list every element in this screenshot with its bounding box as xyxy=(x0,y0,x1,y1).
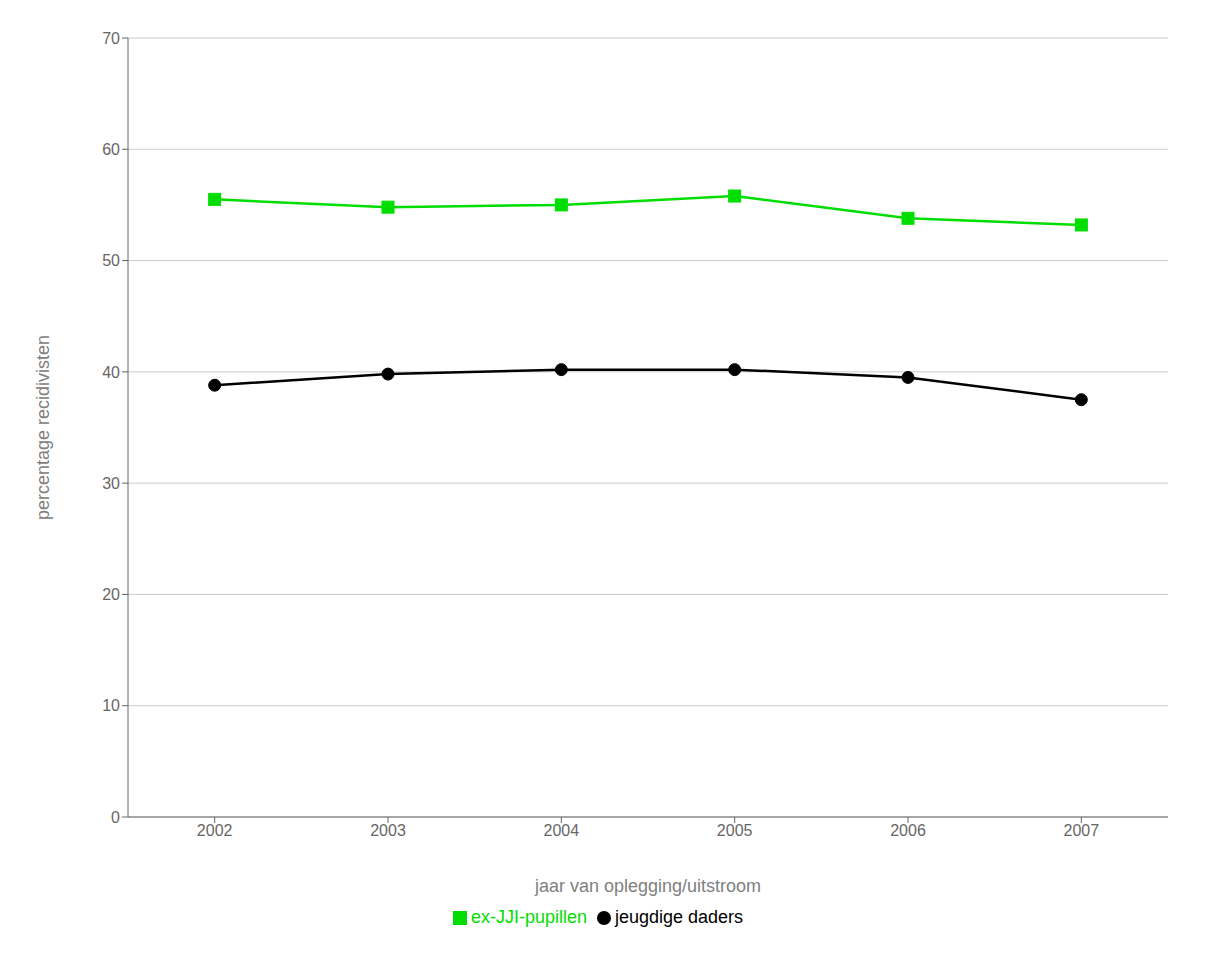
svg-text:percentage recidivisten: percentage recidivisten xyxy=(33,335,53,520)
svg-text:2004: 2004 xyxy=(544,822,580,839)
svg-text:50: 50 xyxy=(102,252,120,269)
svg-text:2005: 2005 xyxy=(717,822,753,839)
svg-text:30: 30 xyxy=(102,475,120,492)
svg-text:70: 70 xyxy=(102,30,120,47)
svg-text:2006: 2006 xyxy=(890,822,926,839)
svg-text:20: 20 xyxy=(102,586,120,603)
svg-text:10: 10 xyxy=(102,697,120,714)
svg-text:0: 0 xyxy=(111,809,120,826)
svg-text:40: 40 xyxy=(102,364,120,381)
svg-text:2002: 2002 xyxy=(197,822,233,839)
svg-text:jaar van oplegging/uitstroom: jaar van oplegging/uitstroom xyxy=(534,876,761,896)
svg-text:2003: 2003 xyxy=(370,822,406,839)
html-text:ex-JJI-pupillen: ex-JJI-pupillen xyxy=(470,907,587,927)
html-text:jeugdige daders: jeugdige daders xyxy=(615,907,744,927)
svg-text:60: 60 xyxy=(102,141,120,158)
svg-text:2007: 2007 xyxy=(1064,822,1100,839)
